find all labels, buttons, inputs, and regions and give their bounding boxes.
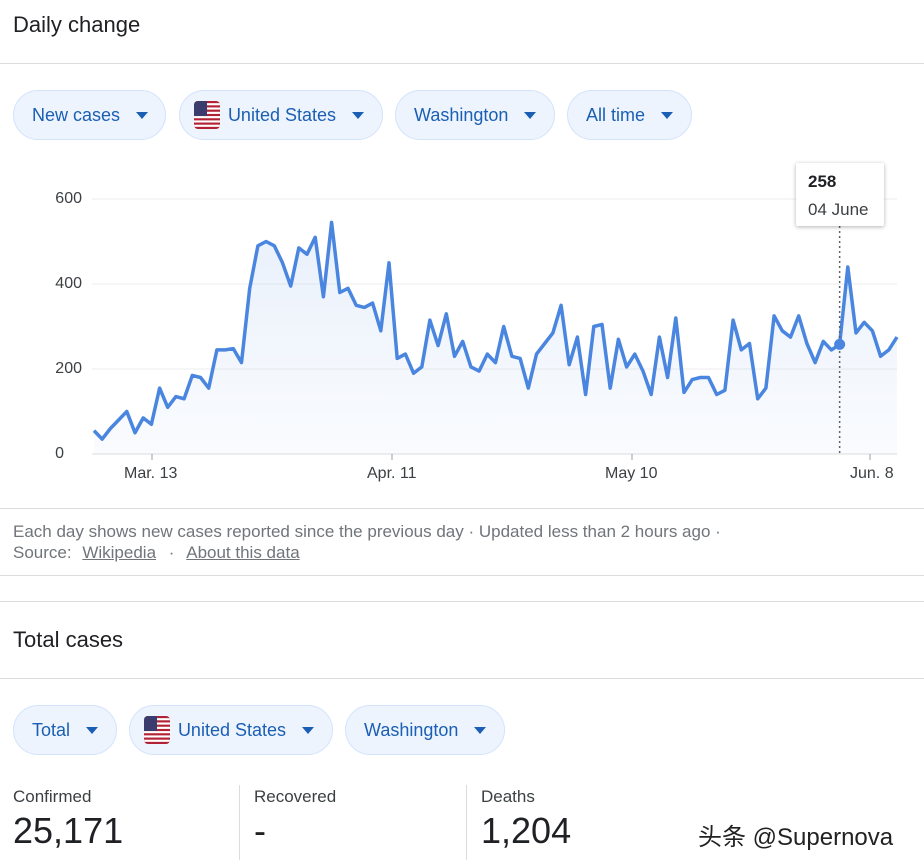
confirmed-value: 25,171	[13, 810, 124, 851]
update-note: Each day shows new cases reported since …	[13, 522, 721, 541]
hover-data-point	[834, 338, 846, 350]
time-range-dropdown[interactable]: All time	[567, 90, 692, 140]
divider	[0, 575, 924, 576]
total-country-dropdown[interactable]: United States	[129, 705, 333, 755]
chevron-down-icon	[524, 111, 537, 119]
chevron-down-icon	[352, 111, 364, 119]
tooltip-value: 258	[808, 172, 837, 191]
y-tick-label: 600	[55, 190, 82, 207]
us-flag-icon	[144, 716, 170, 744]
about-data-link[interactable]: About this data	[186, 543, 300, 562]
chevron-down-icon	[302, 726, 314, 734]
tooltip-date: 04 June	[808, 200, 869, 219]
deaths-value: 1,204	[481, 810, 572, 851]
total-metric-dropdown[interactable]: Total	[13, 705, 117, 755]
chevron-down-icon	[136, 111, 149, 119]
recovered-label: Recovered	[254, 787, 337, 806]
confirmed-label: Confirmed	[13, 787, 92, 806]
chevron-down-icon	[474, 726, 487, 734]
daily-change-title: Daily change	[13, 12, 141, 37]
time-range-dropdown-label: All time	[586, 104, 646, 125]
total-country-dropdown-label: United States	[177, 719, 286, 740]
source-line: Source: Wikipedia · About this data	[13, 543, 300, 563]
total-metric-dropdown-label: Total	[32, 719, 71, 740]
chart-area-fill	[94, 222, 897, 454]
wikipedia-link[interactable]: Wikipedia	[82, 543, 157, 562]
x-tick-label: May 10	[605, 465, 658, 482]
stat-divider	[239, 785, 240, 860]
metric-dropdown[interactable]: New cases	[13, 90, 166, 140]
deaths-label: Deaths	[481, 787, 535, 806]
total-region-dropdown-label: Washington	[364, 719, 459, 740]
watermark: 头条 @Supernova	[698, 824, 894, 851]
country-dropdown[interactable]: United States	[179, 90, 383, 140]
y-tick-label: 400	[55, 275, 82, 292]
divider	[0, 678, 924, 679]
stat-divider	[466, 785, 467, 860]
divider	[0, 63, 924, 64]
chevron-down-icon	[86, 726, 99, 734]
total-cases-title: Total cases	[13, 627, 124, 652]
y-tick-label: 200	[55, 360, 82, 377]
region-dropdown[interactable]: Washington	[395, 90, 555, 140]
metric-dropdown-label: New cases	[32, 104, 121, 125]
divider	[0, 601, 924, 602]
country-dropdown-label: United States	[227, 104, 336, 125]
y-tick-label: 0	[55, 445, 64, 462]
separator: ·	[168, 543, 175, 562]
chart-tooltip: 258 04 June	[796, 163, 884, 226]
recovered-value: -	[254, 810, 266, 851]
x-tick-label: Mar. 13	[124, 465, 178, 482]
x-tick-label: Apr. 11	[367, 465, 417, 482]
region-dropdown-label: Washington	[414, 104, 509, 125]
chevron-down-icon	[661, 111, 674, 119]
chart-series-line	[92, 220, 899, 441]
x-tick-label: Jun. 8	[850, 465, 894, 482]
daily-cases-chart[interactable]	[0, 0, 924, 500]
total-region-dropdown[interactable]: Washington	[345, 705, 505, 755]
source-label: Source:	[13, 543, 72, 562]
us-flag-icon	[194, 101, 220, 129]
divider	[0, 508, 924, 509]
